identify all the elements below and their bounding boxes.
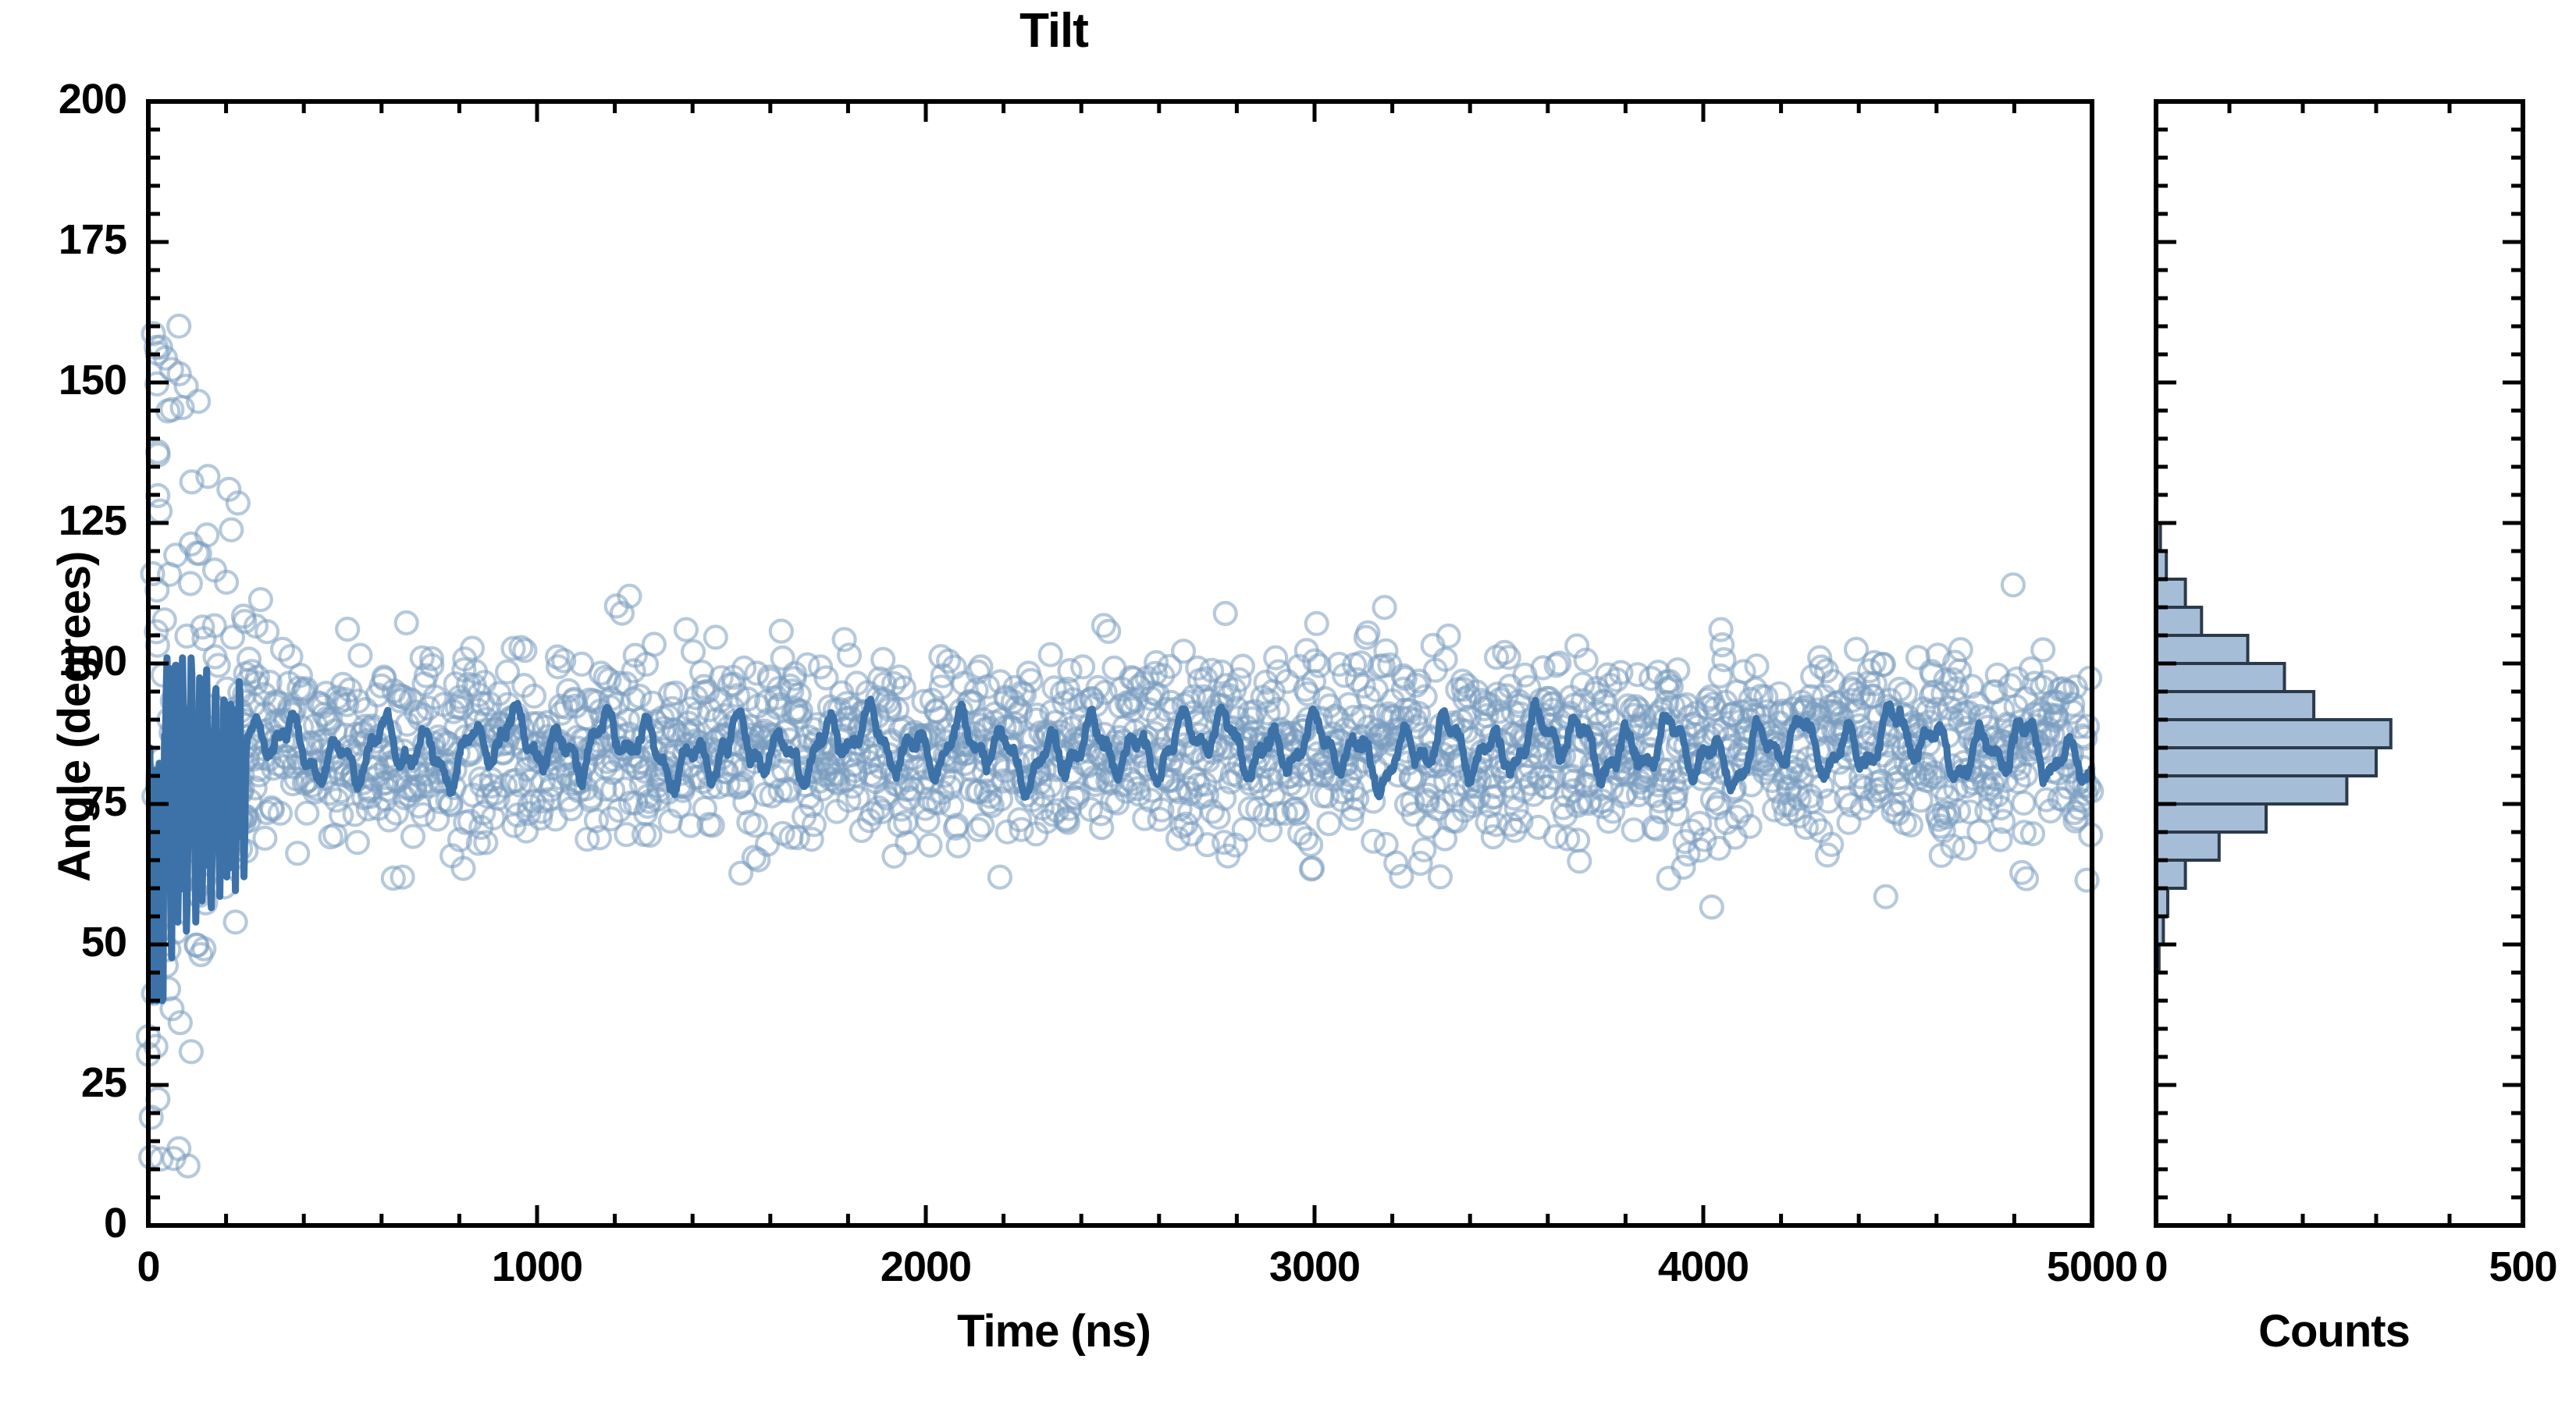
x-tick-label: 5000 <box>2046 1243 2138 1290</box>
y-tick-label: 175 <box>58 216 127 263</box>
x-tick-label: 1000 <box>491 1243 583 1290</box>
histogram-x-tick-label: 500 <box>2489 1243 2557 1290</box>
axes-and-ticks <box>146 99 2525 1228</box>
histogram-x-axis-label: Counts <box>2258 1306 2411 1357</box>
x-tick-label: 3000 <box>1268 1243 1361 1290</box>
histogram-bars <box>2154 521 2393 974</box>
x-axis-label: Time (ns) <box>957 1306 1151 1357</box>
y-tick-label: 75 <box>80 778 127 825</box>
x-tick-label: 2000 <box>880 1243 972 1290</box>
y-tick-label: 200 <box>58 76 127 123</box>
y-tick-label: 25 <box>80 1059 127 1106</box>
y-tick-label: 100 <box>58 638 127 685</box>
histogram-x-tick-label: 0 <box>2144 1243 2168 1290</box>
chart-title: Tilt <box>1019 4 1089 58</box>
running-average-line <box>145 654 2096 1005</box>
y-tick-label: 0 <box>103 1200 127 1247</box>
x-tick-label: 0 <box>137 1243 160 1290</box>
y-tick-label: 50 <box>80 919 127 966</box>
x-tick-label: 4000 <box>1657 1243 1749 1290</box>
y-tick-label: 125 <box>58 497 127 544</box>
y-tick-label: 150 <box>58 357 127 404</box>
